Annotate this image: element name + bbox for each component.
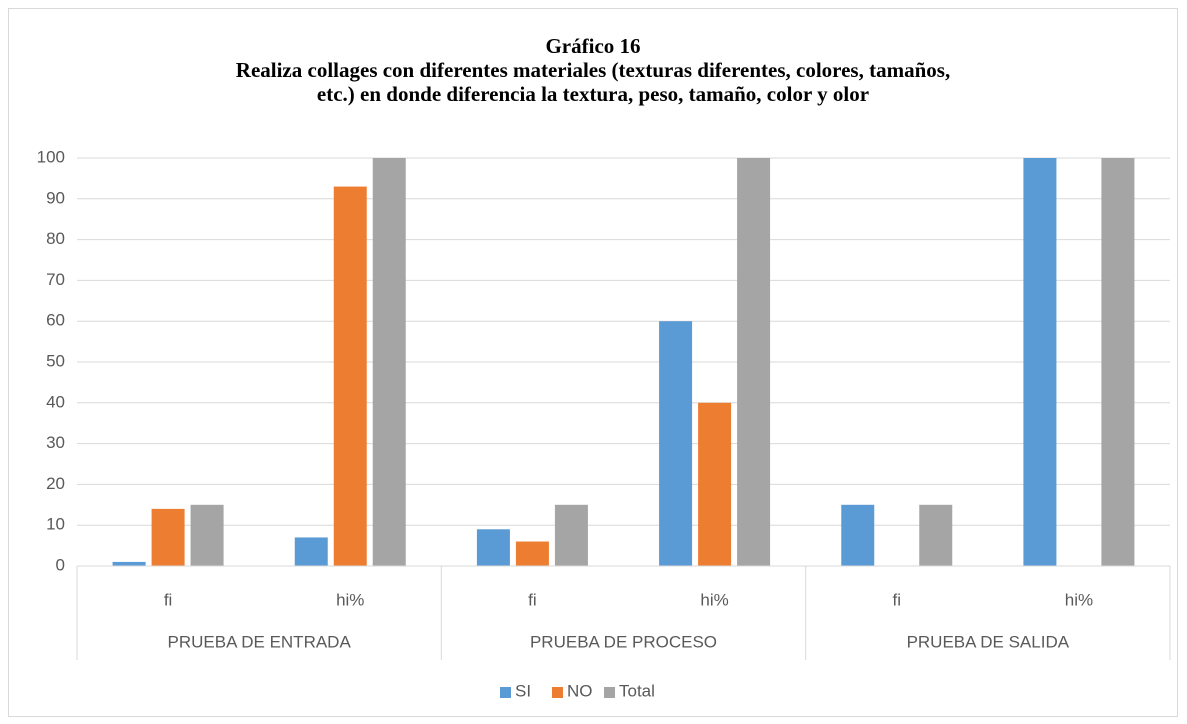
bar [151,508,185,566]
x-tick-label: hi% [336,590,364,609]
bar [476,529,510,566]
y-tick-label: 30 [46,433,65,452]
y-tick-label: 50 [46,351,65,370]
group-label: PRUEBA DE SALIDA [907,632,1070,651]
bar [737,158,771,566]
chart-title: etc.) en donde diferencia la textura, pe… [317,82,869,106]
x-tick-label: fi [164,590,173,609]
legend-swatch [500,687,511,698]
y-tick-label: 80 [46,229,65,248]
group-label: PRUEBA DE ENTRADA [168,632,352,651]
chart-title: Realiza collages con diferentes material… [236,58,950,82]
bar [554,504,588,566]
legend-swatch [604,687,615,698]
x-tick-label: hi% [1065,590,1093,609]
bar [1023,158,1057,566]
bar [372,158,406,566]
y-tick-label: 90 [46,188,65,207]
legend-label: NO [567,681,593,700]
y-tick-label: 100 [37,147,65,166]
bar [919,504,953,566]
x-tick-label: fi [528,590,537,609]
group-label: PRUEBA DE PROCESO [530,632,717,651]
legend-label: Total [619,681,655,700]
x-tick-label: fi [893,590,902,609]
y-tick-label: 70 [46,270,65,289]
y-tick-label: 60 [46,311,65,330]
bar [333,186,367,566]
bar [190,504,224,566]
bar [698,402,732,566]
y-tick-label: 20 [46,474,65,493]
bar [515,541,549,566]
bar [841,504,875,566]
bar [112,561,146,566]
bar [294,537,328,566]
bar [659,321,693,566]
x-tick-label: hi% [700,590,728,609]
legend-swatch [552,687,563,698]
y-tick-label: 40 [46,392,65,411]
y-tick-label: 10 [46,515,65,534]
chart-title: Gráfico 16 [545,34,640,58]
bar [1101,158,1135,566]
legend-label: SI [515,681,531,700]
y-tick-label: 0 [56,555,65,574]
